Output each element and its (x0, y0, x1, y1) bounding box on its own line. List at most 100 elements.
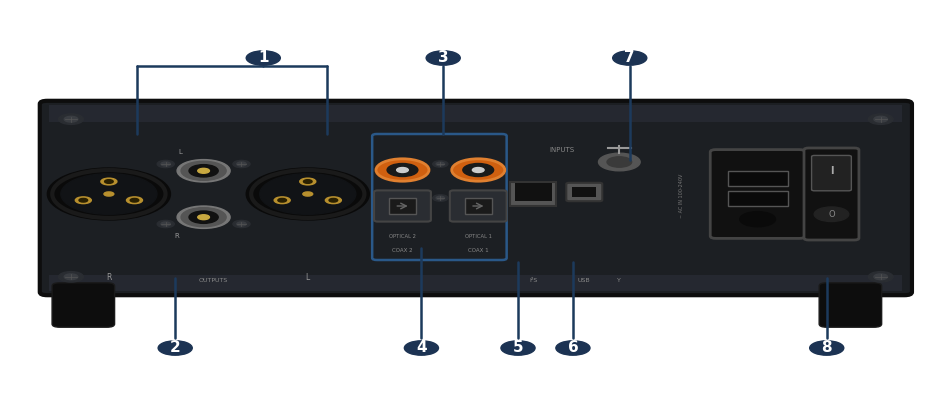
FancyBboxPatch shape (819, 283, 882, 327)
Circle shape (556, 341, 590, 355)
Circle shape (198, 168, 209, 173)
Circle shape (868, 272, 893, 282)
Text: O: O (829, 210, 834, 219)
Circle shape (437, 196, 444, 200)
Circle shape (157, 220, 174, 228)
Circle shape (189, 165, 218, 177)
FancyBboxPatch shape (49, 105, 902, 122)
Circle shape (233, 160, 250, 168)
Text: ~ AC IN 100-240V: ~ AC IN 100-240V (679, 174, 685, 218)
Circle shape (59, 272, 83, 282)
FancyBboxPatch shape (804, 148, 859, 240)
Circle shape (127, 197, 142, 204)
Text: L: L (178, 149, 182, 155)
Text: COAX 2: COAX 2 (392, 248, 413, 253)
Text: OPTICAL 2: OPTICAL 2 (389, 234, 416, 238)
Circle shape (181, 161, 226, 180)
Circle shape (275, 197, 290, 204)
Circle shape (607, 157, 632, 167)
Text: OPTICAL 1: OPTICAL 1 (465, 234, 491, 238)
Circle shape (61, 174, 157, 214)
Circle shape (237, 162, 246, 166)
FancyBboxPatch shape (566, 183, 602, 201)
Circle shape (76, 197, 91, 204)
FancyBboxPatch shape (514, 183, 552, 201)
Circle shape (300, 178, 315, 185)
Circle shape (397, 168, 408, 172)
Circle shape (64, 274, 78, 280)
Text: OUTPUTS: OUTPUTS (199, 278, 227, 282)
Text: L: L (306, 274, 310, 282)
Circle shape (501, 341, 535, 355)
Circle shape (181, 208, 226, 227)
Circle shape (303, 180, 313, 183)
Circle shape (189, 211, 218, 223)
Circle shape (246, 168, 369, 220)
Text: INPUTS: INPUTS (549, 147, 574, 153)
Text: USB: USB (578, 278, 591, 282)
FancyBboxPatch shape (465, 198, 491, 214)
FancyBboxPatch shape (374, 190, 431, 222)
Circle shape (198, 215, 209, 220)
Text: 2: 2 (170, 340, 181, 356)
Circle shape (740, 212, 776, 227)
Circle shape (158, 341, 192, 355)
FancyBboxPatch shape (510, 182, 556, 206)
Circle shape (233, 220, 250, 228)
Circle shape (130, 198, 139, 202)
Text: I²S: I²S (529, 278, 537, 282)
FancyBboxPatch shape (727, 171, 788, 186)
FancyBboxPatch shape (52, 283, 115, 327)
Text: I: I (830, 166, 833, 176)
Circle shape (161, 222, 170, 226)
Circle shape (452, 159, 505, 181)
FancyBboxPatch shape (389, 198, 416, 214)
Text: Y: Y (617, 278, 621, 282)
Circle shape (326, 197, 341, 204)
Circle shape (387, 164, 418, 176)
Circle shape (473, 168, 484, 172)
FancyBboxPatch shape (573, 187, 596, 197)
Text: 5: 5 (512, 340, 524, 356)
FancyBboxPatch shape (710, 150, 805, 238)
Circle shape (426, 51, 460, 65)
Circle shape (47, 168, 170, 220)
Text: 3: 3 (438, 50, 449, 66)
Text: R: R (174, 233, 180, 239)
Circle shape (64, 116, 78, 122)
Circle shape (810, 341, 844, 355)
Circle shape (814, 207, 849, 222)
Circle shape (599, 153, 640, 171)
Circle shape (177, 206, 230, 228)
Circle shape (404, 341, 438, 355)
Circle shape (303, 192, 313, 196)
Text: 7: 7 (624, 50, 635, 66)
Circle shape (376, 159, 429, 181)
Circle shape (613, 51, 647, 65)
Text: R: R (106, 274, 112, 282)
Circle shape (874, 274, 887, 280)
Text: 6: 6 (567, 340, 579, 356)
Circle shape (868, 114, 893, 124)
Circle shape (157, 160, 174, 168)
Circle shape (433, 195, 448, 201)
Circle shape (104, 180, 114, 183)
Text: 1: 1 (258, 50, 269, 66)
FancyBboxPatch shape (49, 275, 902, 291)
Circle shape (237, 222, 246, 226)
Circle shape (874, 116, 887, 122)
FancyBboxPatch shape (812, 156, 851, 191)
Circle shape (246, 51, 280, 65)
Circle shape (329, 198, 338, 202)
Text: 8: 8 (821, 340, 832, 356)
Text: COAX 1: COAX 1 (468, 248, 489, 253)
Circle shape (177, 160, 230, 182)
Circle shape (433, 161, 448, 167)
Circle shape (101, 178, 116, 185)
Circle shape (59, 114, 83, 124)
Circle shape (161, 162, 170, 166)
FancyBboxPatch shape (450, 190, 507, 222)
FancyBboxPatch shape (40, 101, 912, 295)
Circle shape (277, 198, 287, 202)
Circle shape (463, 164, 493, 176)
